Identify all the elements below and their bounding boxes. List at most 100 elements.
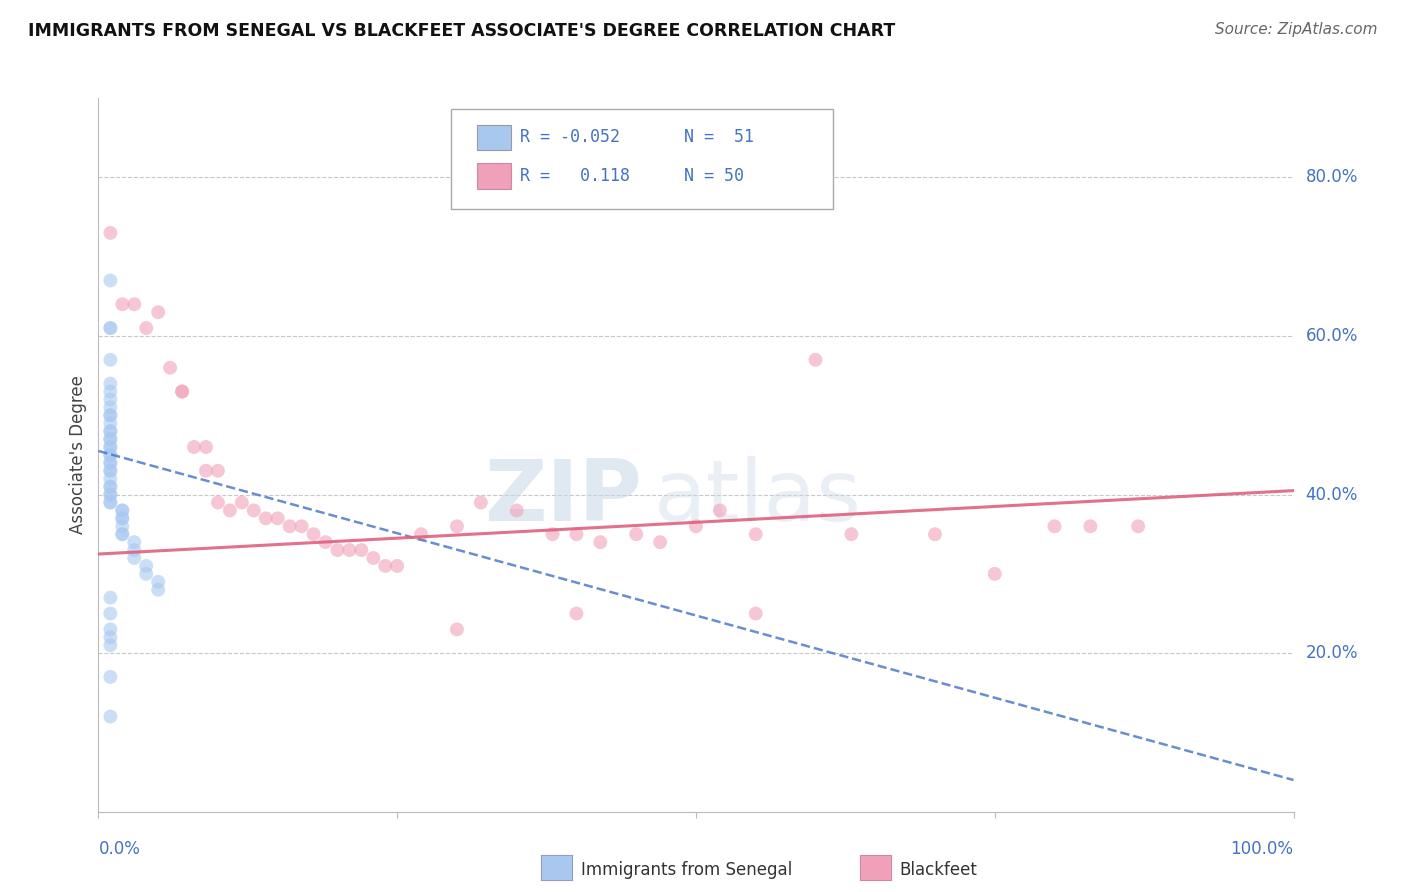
Point xyxy=(98,709,122,723)
Point xyxy=(98,480,122,494)
Text: N = 50: N = 50 xyxy=(685,167,744,185)
Point xyxy=(98,273,122,287)
FancyBboxPatch shape xyxy=(451,109,834,209)
Point xyxy=(207,464,229,478)
Point xyxy=(1080,519,1102,533)
Point xyxy=(98,321,122,335)
Point xyxy=(254,511,277,525)
Point xyxy=(267,511,290,525)
Point xyxy=(98,448,122,462)
Point xyxy=(98,432,122,446)
Point xyxy=(541,527,564,541)
Point xyxy=(98,416,122,430)
Point xyxy=(111,519,134,533)
Point xyxy=(98,401,122,415)
Point xyxy=(589,535,612,549)
Point xyxy=(148,582,170,597)
Point xyxy=(98,376,122,391)
Point xyxy=(98,424,122,438)
FancyBboxPatch shape xyxy=(477,125,510,150)
Point xyxy=(385,558,409,573)
Point xyxy=(648,535,672,549)
Point xyxy=(98,495,122,509)
Point xyxy=(98,495,122,509)
Point xyxy=(194,440,217,454)
Point xyxy=(98,480,122,494)
Text: Immigrants from Senegal: Immigrants from Senegal xyxy=(581,861,792,879)
Point xyxy=(111,297,134,311)
Point xyxy=(98,456,122,470)
Point xyxy=(148,574,170,589)
Point xyxy=(337,543,360,558)
Text: Blackfeet: Blackfeet xyxy=(900,861,977,879)
Point xyxy=(111,527,134,541)
Point xyxy=(111,511,134,525)
Text: ZIP: ZIP xyxy=(485,456,643,540)
Point xyxy=(124,543,146,558)
Point xyxy=(374,558,396,573)
Point xyxy=(804,352,827,367)
Point xyxy=(446,623,468,637)
Point xyxy=(290,519,312,533)
Point xyxy=(98,472,122,486)
Text: N =  51: N = 51 xyxy=(685,128,754,146)
Text: Source: ZipAtlas.com: Source: ZipAtlas.com xyxy=(1215,22,1378,37)
Text: 60.0%: 60.0% xyxy=(1305,327,1358,345)
Y-axis label: Associate's Degree: Associate's Degree xyxy=(69,376,87,534)
Point xyxy=(111,503,134,517)
Text: 0.0%: 0.0% xyxy=(98,840,141,858)
Point xyxy=(98,456,122,470)
Point xyxy=(98,392,122,407)
Point xyxy=(506,503,529,517)
Point xyxy=(98,638,122,652)
Point xyxy=(98,440,122,454)
Text: 40.0%: 40.0% xyxy=(1305,485,1358,504)
Point xyxy=(98,440,122,454)
Point xyxy=(98,432,122,446)
Point xyxy=(98,352,122,367)
Text: 80.0%: 80.0% xyxy=(1305,169,1358,186)
Point xyxy=(363,551,385,566)
Point xyxy=(446,519,468,533)
Point xyxy=(350,543,373,558)
Point xyxy=(1043,519,1066,533)
Text: IMMIGRANTS FROM SENEGAL VS BLACKFEET ASSOCIATE'S DEGREE CORRELATION CHART: IMMIGRANTS FROM SENEGAL VS BLACKFEET ASS… xyxy=(28,22,896,40)
Point xyxy=(98,464,122,478)
Point xyxy=(98,623,122,637)
Point xyxy=(411,527,433,541)
Point xyxy=(709,503,731,517)
Point xyxy=(565,607,588,621)
Point xyxy=(98,487,122,501)
Point xyxy=(326,543,349,558)
Point xyxy=(98,607,122,621)
Text: 20.0%: 20.0% xyxy=(1305,644,1358,662)
Point xyxy=(148,305,170,319)
Point xyxy=(111,527,134,541)
Point xyxy=(159,360,181,375)
Point xyxy=(745,607,768,621)
Point xyxy=(111,511,134,525)
Point xyxy=(183,440,205,454)
Point xyxy=(243,503,266,517)
Point xyxy=(219,503,242,517)
Point xyxy=(135,566,157,581)
Point xyxy=(98,448,122,462)
Point xyxy=(315,535,337,549)
Point xyxy=(685,519,707,533)
Point xyxy=(98,321,122,335)
Text: R = -0.052: R = -0.052 xyxy=(520,128,620,146)
Point xyxy=(124,297,146,311)
Text: R =   0.118: R = 0.118 xyxy=(520,167,630,185)
Point xyxy=(924,527,946,541)
Point xyxy=(124,551,146,566)
Point xyxy=(98,487,122,501)
Point xyxy=(172,384,194,399)
Point xyxy=(98,670,122,684)
Point xyxy=(207,495,229,509)
Point xyxy=(98,464,122,478)
Point xyxy=(983,566,1005,581)
Point xyxy=(98,630,122,644)
FancyBboxPatch shape xyxy=(477,163,510,189)
Point xyxy=(135,321,157,335)
Point xyxy=(98,409,122,423)
